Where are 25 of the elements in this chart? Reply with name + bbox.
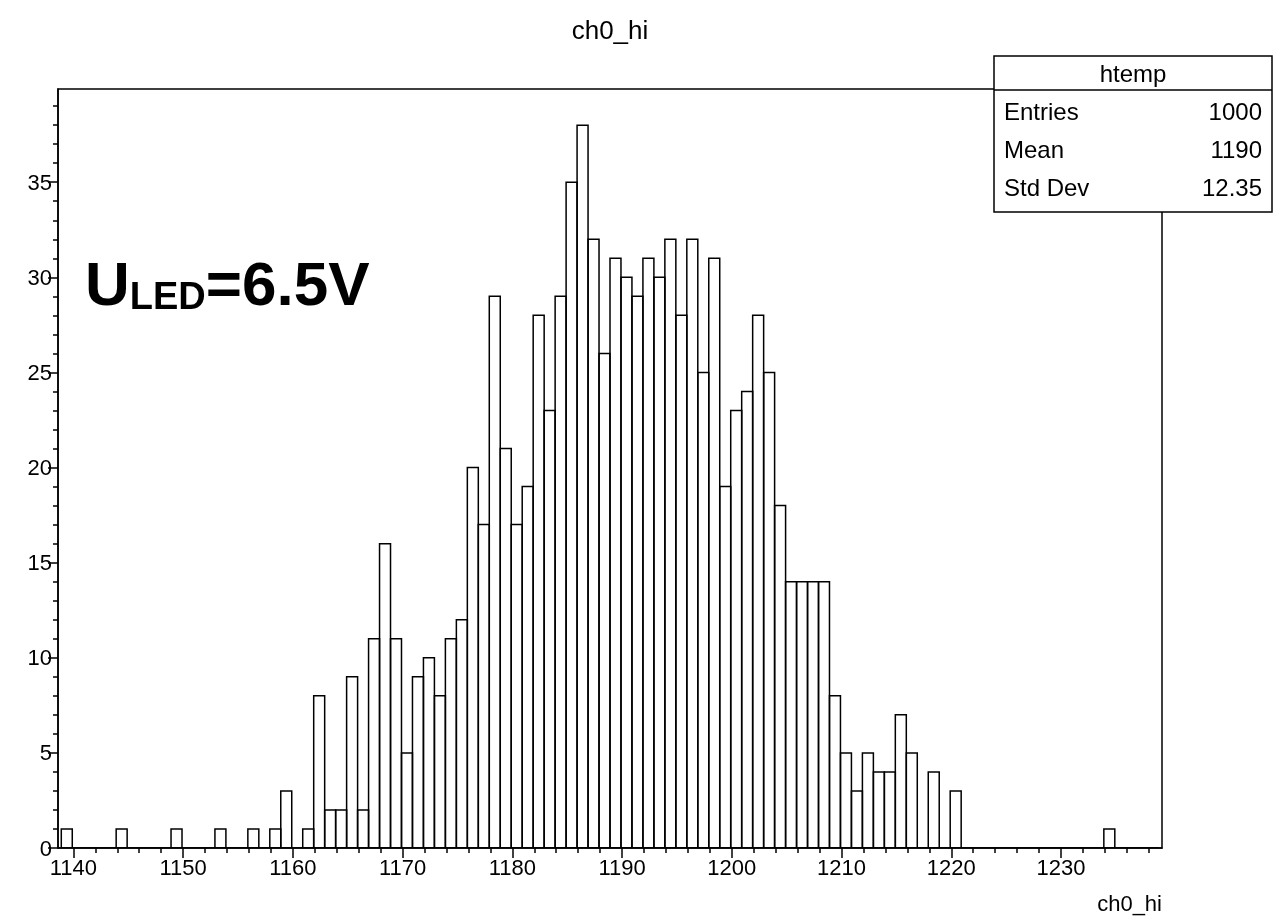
text: Mean 1190 (1004, 135, 1262, 163)
text: htemp (1099, 59, 1167, 87)
annotation: ULED=6.5V (85, 248, 370, 318)
y-tick-label: 20 (27, 455, 52, 481)
text: Std Dev 12.35 (1004, 173, 1262, 201)
y-tick-label: 0 (39, 835, 52, 861)
x-tick-label: 1210 (817, 854, 867, 880)
x-tick-label: 1140 (49, 854, 98, 880)
x-tick-label: 1200 (707, 854, 757, 880)
y-tick-label: 25 (27, 359, 52, 385)
y-tick-label: 10 (27, 645, 52, 671)
x-tick-label: 1150 (159, 854, 207, 880)
x-tick-label: 1190 (598, 854, 646, 880)
y-tick-label: 30 (27, 264, 52, 290)
y-tick-label: 5 (39, 740, 52, 766)
x-tick-label: 1220 (926, 854, 976, 880)
x-tick-label: 1230 (1036, 854, 1086, 880)
x-axis-title: ch0_hi (1097, 890, 1162, 916)
y-tick-label: 35 (27, 169, 52, 195)
chart-title: ch0_hi (571, 15, 649, 45)
text: Entries 1000 (1004, 97, 1262, 125)
y-tick-label: 15 (27, 550, 52, 576)
x-tick-label: 1180 (488, 854, 536, 880)
x-tick-label: 1170 (378, 854, 427, 880)
x-tick-label: 1160 (269, 854, 317, 880)
